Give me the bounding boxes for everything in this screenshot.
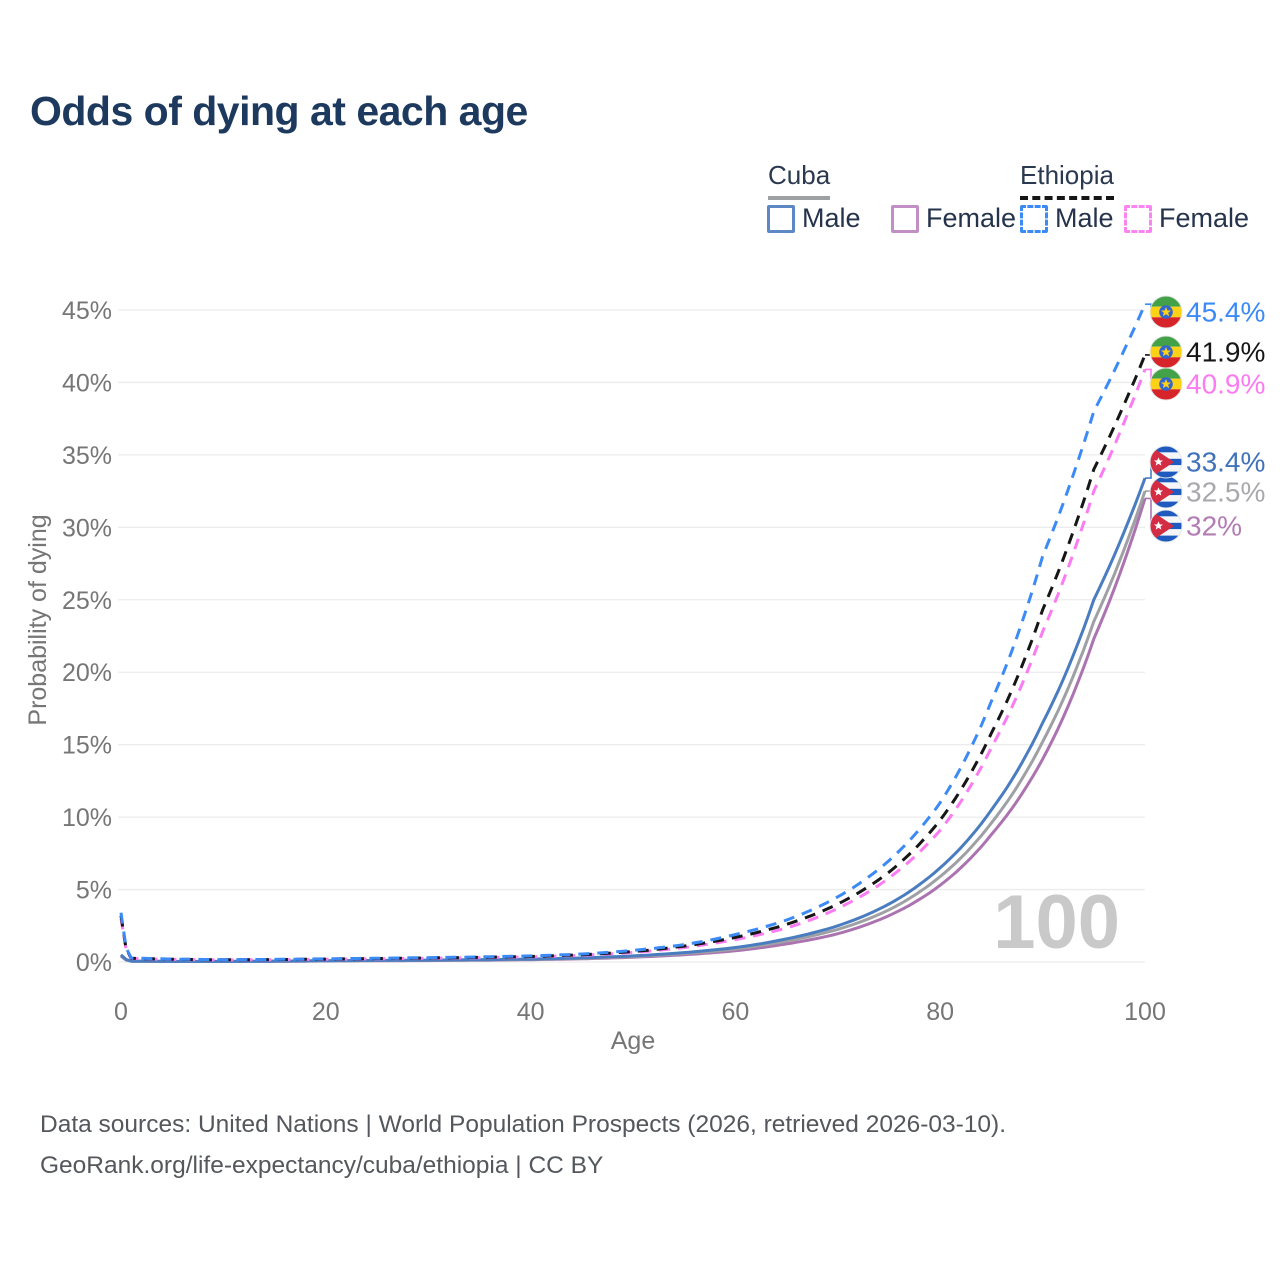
x-tick-label: 80 (926, 998, 954, 1026)
data-source-note: Data sources: United Nations | World Pop… (40, 1104, 1006, 1186)
legend-group-ethiopia-label: Ethiopia (1020, 160, 1114, 190)
end-value-label-cuba-male: 33.4% (1186, 447, 1265, 478)
cuba-flag-icon (1150, 446, 1182, 478)
x-axis-title: Age (611, 1027, 655, 1055)
series-line-ethiopia-all (119, 354, 1147, 962)
legend-item-label: Female (926, 203, 1017, 233)
legend-group-ethiopia: Ethiopia (1020, 160, 1114, 200)
ethiopia-flag-icon (1150, 336, 1182, 368)
series-line-ethiopia-male (119, 303, 1147, 962)
series-line-cuba-all (120, 490, 1147, 963)
cuba-flag-icon (1150, 476, 1182, 508)
legend-item-ethiopia-female[interactable]: Female (1124, 203, 1249, 234)
y-tick-label: 0% (76, 949, 112, 977)
legend-item-label: Male (1055, 203, 1114, 233)
y-tick-label: 30% (62, 514, 112, 542)
end-value-label-ethiopia-all: 41.9% (1186, 337, 1265, 368)
end-value-label-ethiopia-male: 45.4% (1186, 297, 1265, 328)
y-tick-label: 25% (62, 587, 112, 615)
cuba-flag-icon (1150, 510, 1182, 542)
age-watermark: 100 (993, 880, 1120, 965)
series-line-cuba-male (119, 477, 1147, 963)
y-tick-label: 35% (62, 442, 112, 470)
end-value-label-cuba-all: 32.5% (1186, 477, 1265, 508)
x-tick-label: 100 (1124, 998, 1166, 1026)
ethiopia-flag-icon (1150, 368, 1182, 400)
y-tick-label: 15% (62, 732, 112, 760)
legend-item-label: Female (1159, 203, 1250, 233)
attribution-line: GeoRank.org/life-expectancy/cuba/ethiopi… (40, 1152, 604, 1179)
legend-group-cuba: Cuba (768, 160, 831, 200)
legend-item-cuba-male[interactable]: Male (767, 203, 861, 234)
x-tick-label: 20 (312, 998, 340, 1026)
page-title: Odds of dying at each age (30, 88, 528, 134)
data-source-line: Data sources: United Nations | World Pop… (40, 1111, 1007, 1138)
ethiopia-female-swatch-icon (1124, 204, 1152, 233)
x-tick-label: 60 (721, 998, 749, 1026)
y-tick-label: 5% (76, 877, 112, 905)
cuba-female-swatch-icon (891, 204, 919, 233)
y-tick-label: 40% (62, 369, 112, 397)
ethiopia-male-swatch-icon (1020, 204, 1048, 233)
x-tick-label: 40 (517, 998, 545, 1026)
legend-item-label: Male (802, 203, 861, 233)
ethiopia-flag-icon (1150, 296, 1182, 328)
y-tick-label: 20% (62, 659, 112, 687)
x-tick-label: 0 (114, 998, 128, 1026)
y-tick-label: 10% (62, 804, 112, 832)
end-value-label-cuba-female: 32% (1186, 511, 1242, 542)
legend-item-ethiopia-male[interactable]: Male (1020, 203, 1114, 234)
y-tick-label: 45% (62, 297, 112, 325)
y-axis-title: Probability of dying (24, 514, 52, 725)
end-value-label-ethiopia-female: 40.9% (1186, 369, 1265, 400)
series-line-ethiopia-female (119, 368, 1147, 962)
cuba-male-swatch-icon (767, 204, 795, 233)
legend-item-cuba-female[interactable]: Female (891, 203, 1016, 234)
legend-group-cuba-label: Cuba (768, 160, 831, 190)
